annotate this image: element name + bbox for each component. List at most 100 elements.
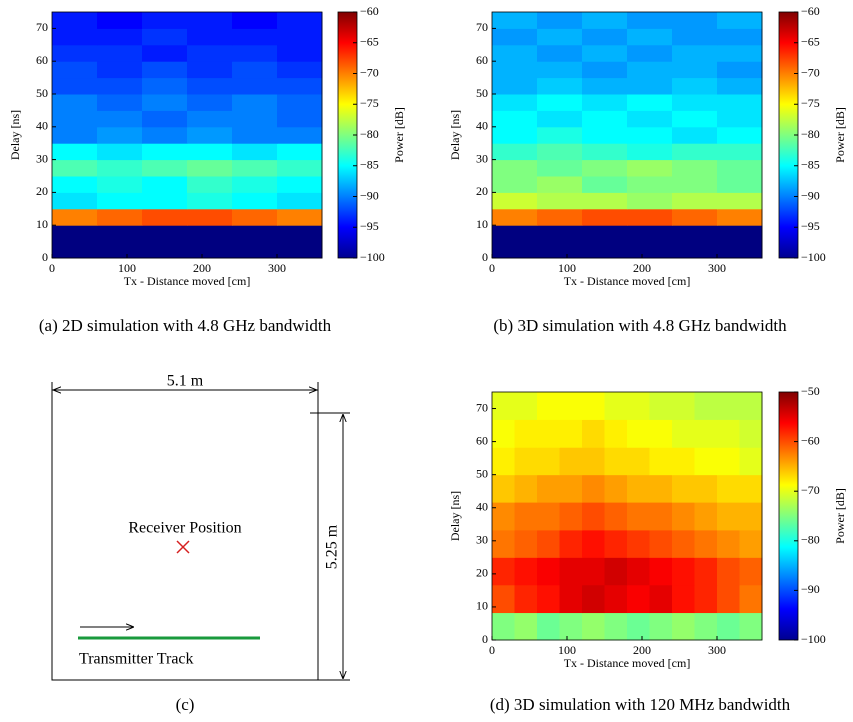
- heatmap-cell: [232, 176, 278, 193]
- heatmap-cell: [52, 143, 98, 161]
- y-tick-label: 0: [42, 250, 48, 264]
- heatmap-cell: [187, 225, 233, 243]
- heatmap-cell: [582, 176, 628, 193]
- heatmap-cell: [97, 61, 143, 79]
- heatmap-cell: [277, 208, 323, 226]
- heatmap-cell: [559, 447, 583, 476]
- heatmap-cell: [672, 176, 718, 193]
- heatmap-cell: [187, 94, 233, 111]
- y-tick-label: 20: [476, 184, 488, 198]
- x-axis-label: Tx - Distance moved [cm]: [564, 274, 691, 288]
- colorbar-tick-label: −90: [801, 188, 820, 202]
- heatmap-cell: [187, 61, 233, 79]
- heatmap-cell: [717, 584, 740, 614]
- heatmap-cell: [52, 44, 98, 62]
- heatmap-cell: [97, 28, 143, 46]
- heatmap-cell: [187, 241, 233, 259]
- heatmap-cell: [627, 44, 673, 62]
- heatmap-cell: [97, 12, 143, 29]
- heatmap-cell: [627, 557, 650, 586]
- heatmap-cell: [582, 447, 605, 476]
- heatmap-cell: [232, 126, 278, 144]
- heatmap-cell: [582, 502, 605, 531]
- heatmap-cell: [627, 419, 650, 448]
- heatmap-cell: [277, 110, 323, 128]
- heatmap-cell: [52, 12, 98, 29]
- heatmap-cell: [537, 192, 583, 210]
- heatmap-cell: [537, 474, 560, 503]
- y-axis-label: Delay [ns]: [448, 491, 462, 541]
- heatmap-cell: [142, 241, 188, 259]
- x-tick-label: 0: [489, 643, 495, 657]
- heatmap-cell: [672, 474, 695, 503]
- heatmap-cell: [277, 94, 323, 111]
- x-tick-label: 0: [49, 261, 55, 275]
- heatmap-cell: [717, 447, 740, 476]
- heatmap-cell: [537, 12, 583, 29]
- heatmap-cell: [559, 502, 583, 531]
- heatmap-cell: [277, 225, 323, 243]
- colorbar-tick-label: −60: [801, 4, 820, 18]
- heatmap-cell: [97, 94, 143, 111]
- heatmap-cell: [187, 143, 233, 161]
- heatmap-cell: [739, 419, 763, 448]
- colorbar-tick-label: −50: [801, 384, 820, 398]
- heatmap-cell: [537, 612, 560, 641]
- heatmap-cell: [739, 502, 763, 531]
- height-label: 5.25 m: [324, 524, 341, 569]
- heatmap-cell: [559, 612, 583, 641]
- heatmap-cell: [97, 176, 143, 193]
- heatmap-cell: [694, 447, 718, 476]
- heatmap-cell: [672, 584, 695, 614]
- heatmap-cell: [492, 612, 515, 641]
- heatmap-cell: [142, 94, 188, 111]
- heatmap-cell: [187, 44, 233, 62]
- y-tick-label: 40: [36, 119, 48, 133]
- y-tick-label: 60: [476, 53, 488, 67]
- heatmap-cell: [627, 28, 673, 46]
- colorbar: [778, 391, 799, 641]
- heatmap-cell: [717, 77, 763, 95]
- heatmap-cell: [492, 28, 538, 46]
- plot-frame: [491, 391, 763, 641]
- heatmap-cell: [739, 474, 763, 503]
- heatmap-cell: [142, 225, 188, 243]
- y-tick-label: 30: [476, 151, 488, 165]
- heatmap-cell: [604, 612, 628, 641]
- heatmap-cell: [232, 77, 278, 95]
- heatmap-cell: [559, 529, 583, 558]
- heatmap-cell: [582, 61, 628, 79]
- heatmap-cell: [717, 208, 763, 226]
- heatmap-cell: [232, 94, 278, 111]
- heatmap-cell: [492, 557, 515, 586]
- heatmap-cell: [649, 584, 673, 614]
- heatmap-cell: [514, 502, 538, 531]
- heatmap-cell: [672, 419, 695, 448]
- heatmap-cell: [627, 612, 650, 641]
- colorbar-tick-label: −75: [801, 96, 820, 110]
- heatmap-cell: [582, 584, 605, 614]
- heatmap-cell: [537, 176, 583, 193]
- x-tick-label: 100: [118, 261, 136, 275]
- heatmap-cell: [537, 126, 583, 144]
- heatmap-cell: [537, 241, 583, 259]
- heatmap-cell: [52, 77, 98, 95]
- heatmap-cell: [582, 192, 628, 210]
- heatmap-cell: [537, 110, 583, 128]
- colorbar-tick-label: −85: [801, 158, 820, 172]
- heatmap-cell: [232, 28, 278, 46]
- heatmap-cell: [694, 612, 718, 641]
- heatmap-cell: [582, 419, 605, 448]
- heatmap-cell: [739, 447, 763, 476]
- heatmap-cell: [97, 159, 143, 177]
- plot-frame: [51, 11, 323, 259]
- heatmap-cell: [627, 392, 650, 420]
- x-axis-label: Tx - Distance moved [cm]: [124, 274, 251, 288]
- heatmap-cell: [537, 529, 560, 558]
- heatmap-cell: [627, 584, 650, 614]
- heatmap-cell: [142, 176, 188, 193]
- heatmap-cell: [604, 474, 628, 503]
- heatmap-cell: [142, 61, 188, 79]
- heatmap-cell: [142, 208, 188, 226]
- heatmap-cell: [492, 126, 538, 144]
